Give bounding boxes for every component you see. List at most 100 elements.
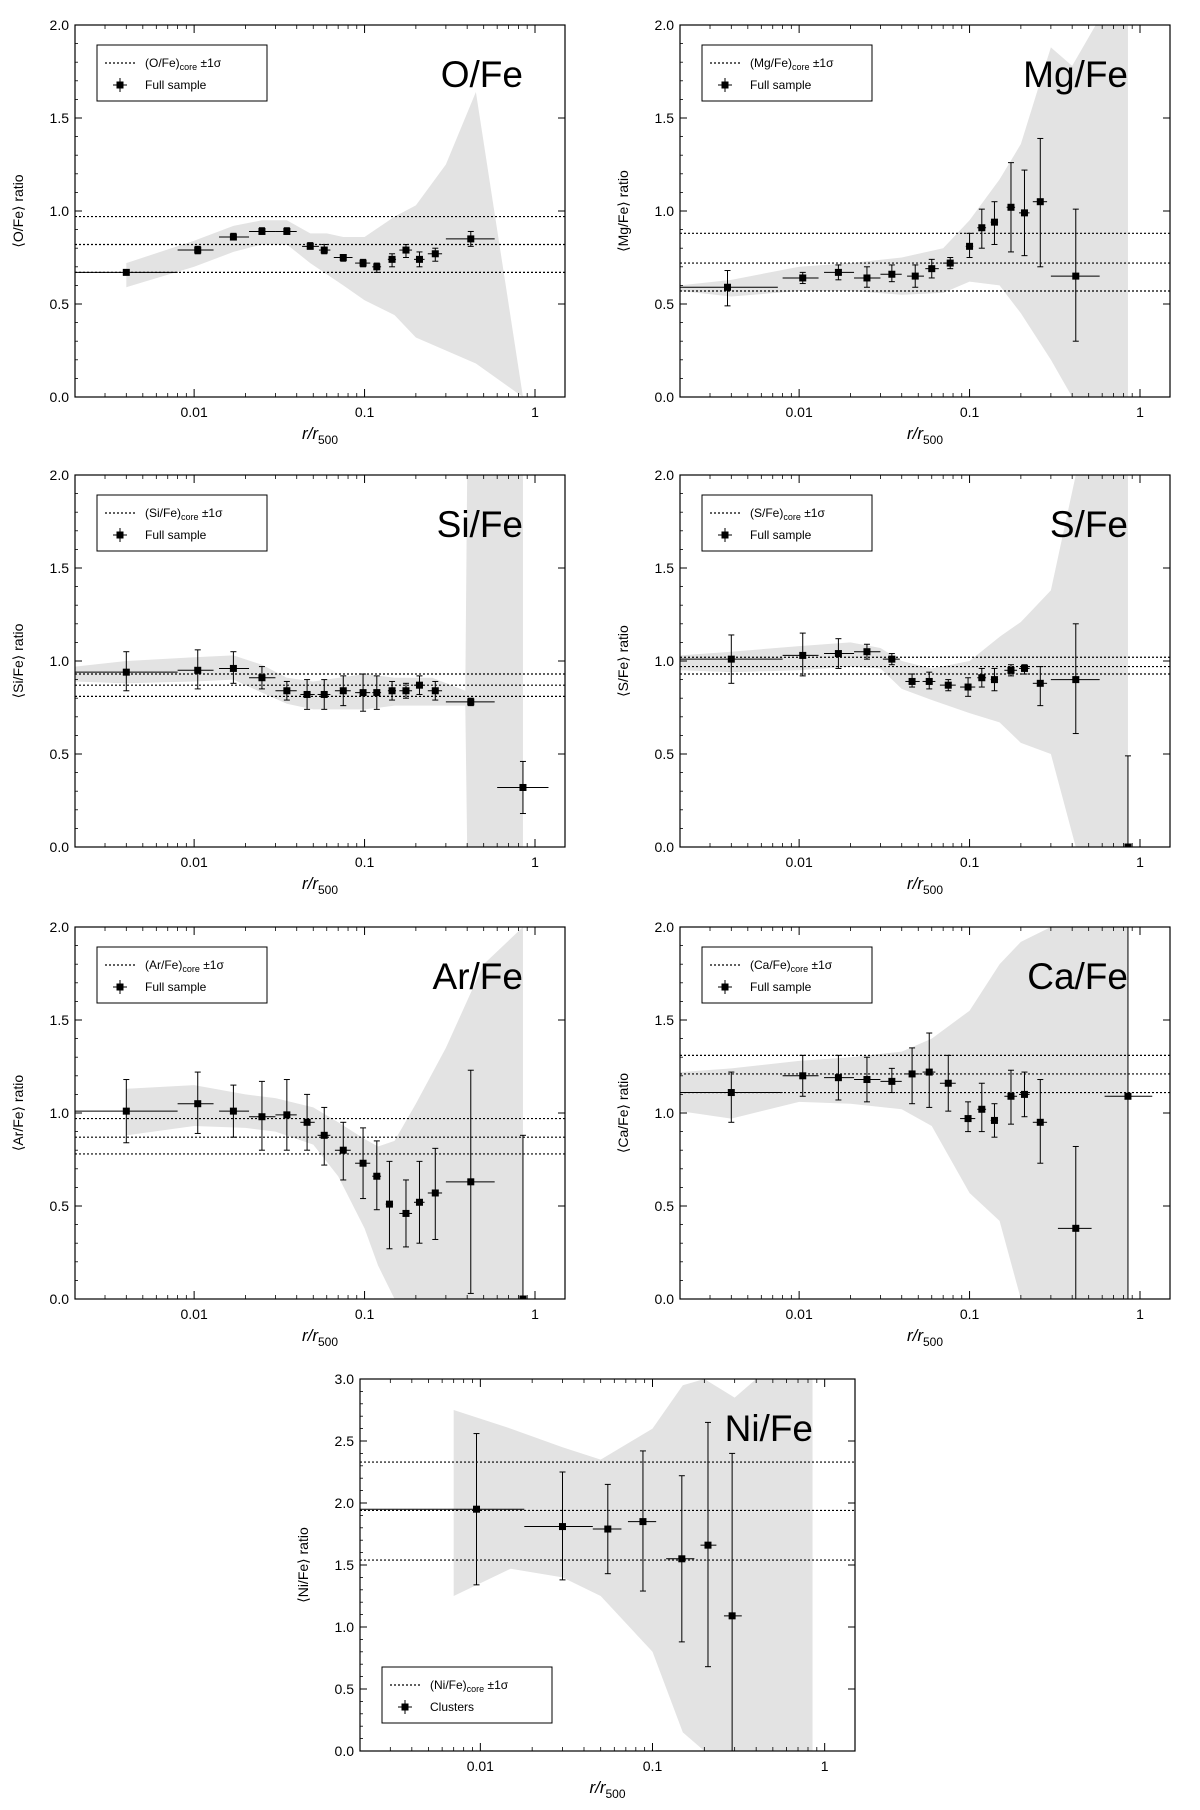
data-point xyxy=(318,243,331,255)
x-tick-label: 0.01 xyxy=(181,404,208,420)
scatter-band xyxy=(126,927,523,1299)
data-point xyxy=(427,680,443,701)
point-marker xyxy=(229,1107,237,1115)
point-marker xyxy=(519,1295,527,1299)
y-axis-label: ⟨Ca/Fe⟩ ratio xyxy=(615,1073,631,1153)
x-tick-label: 0.1 xyxy=(643,1758,663,1774)
point-marker xyxy=(558,1523,566,1531)
point-marker xyxy=(467,235,475,243)
point-marker xyxy=(990,1116,998,1124)
point-marker xyxy=(604,1525,612,1533)
data-point xyxy=(360,1433,525,1586)
data-point xyxy=(905,1047,920,1105)
data-point xyxy=(219,1084,250,1138)
data-point xyxy=(334,675,351,707)
y-tick-label: 0.5 xyxy=(655,1198,675,1214)
data-point xyxy=(1018,1071,1030,1118)
y-tick-label: 2.5 xyxy=(335,1433,355,1449)
point-marker xyxy=(978,1105,986,1113)
point-marker xyxy=(990,218,998,226)
data-point xyxy=(666,1475,695,1643)
data-point xyxy=(387,253,397,268)
data-point xyxy=(1104,927,1153,1299)
point-marker xyxy=(799,1072,807,1080)
y-tick-label: 0.0 xyxy=(50,839,70,855)
y-tick-label: 1.5 xyxy=(50,1012,70,1028)
plot-area xyxy=(360,1379,855,1751)
data-point xyxy=(1032,1079,1048,1164)
legend: (Si/Fe)core ±1σ Full sample xyxy=(96,494,268,552)
x-axis-label: r/r500 xyxy=(302,874,338,897)
scatter-band xyxy=(453,1379,813,1751)
x-tick-label: 0.01 xyxy=(467,1758,494,1774)
data-point xyxy=(317,1106,331,1166)
data-point xyxy=(445,697,495,707)
y-tick-label: 2.0 xyxy=(50,17,70,33)
y-tick-label: 1.0 xyxy=(50,203,70,219)
legend-box xyxy=(96,946,268,1004)
data-point xyxy=(854,266,881,288)
data-point xyxy=(75,268,178,276)
y-tick-label: 1.5 xyxy=(655,560,675,576)
legend-core-label: (Si/Fe)core ±1σ xyxy=(145,506,223,522)
point-marker xyxy=(1072,676,1080,684)
x-tick-label: 1 xyxy=(531,404,539,420)
plot-area xyxy=(75,91,565,397)
legend-box xyxy=(701,946,873,1004)
data-point xyxy=(75,651,178,692)
point-marker xyxy=(834,1074,842,1082)
legend: (Ar/Fe)core ±1σ Full sample xyxy=(96,946,268,1004)
point-marker xyxy=(799,274,807,282)
point-marker xyxy=(990,676,998,684)
point-marker xyxy=(306,242,314,250)
point-marker xyxy=(944,681,952,689)
data-point xyxy=(372,675,382,710)
point-marker xyxy=(1020,664,1028,672)
legend-box xyxy=(96,494,268,552)
point-marker xyxy=(1007,203,1015,211)
chart-panel-ni-fe: 0.0 0.5 1.0 1.5 2.0 2.5 3.0 0.01 0.1 1 r/r500 ⟨Ni/F… xyxy=(295,1371,856,1801)
legend: (Ni/Fe)core ±1σ Clusters xyxy=(381,1666,553,1724)
y-tick-label: 0.5 xyxy=(655,746,675,762)
data-point xyxy=(445,230,495,247)
point-marker xyxy=(122,1107,130,1115)
data-point xyxy=(249,666,276,690)
data-point xyxy=(680,270,778,307)
data-point xyxy=(977,208,987,249)
y-tick-label: 1.0 xyxy=(655,653,675,669)
data-point xyxy=(824,264,855,281)
plot-area xyxy=(75,475,565,847)
point-marker xyxy=(303,690,311,698)
data-point xyxy=(990,667,999,692)
y-tick-label: 1.0 xyxy=(655,203,675,219)
data-point xyxy=(1057,1145,1092,1299)
point-marker xyxy=(359,259,367,267)
data-point xyxy=(1050,208,1100,342)
y-tick-label: 0.5 xyxy=(655,296,675,312)
chart-panel-ar-fe: 0.0 0.5 1.0 1.5 2.0 0.01 0.1 1 r/r500 ⟨Ar/Fe⟩ rat… xyxy=(10,919,566,1349)
legend: (S/Fe)core ±1σ Full sample xyxy=(701,494,873,552)
data-point xyxy=(302,242,319,250)
legend-marker xyxy=(116,531,124,539)
point-marker xyxy=(258,227,266,235)
data-point xyxy=(177,245,214,255)
x-axis-label: r/r500 xyxy=(907,874,943,897)
y-axis-label: ⟨Ni/Fe⟩ ratio xyxy=(295,1527,311,1603)
y-tick-label: 1.5 xyxy=(655,110,675,126)
data-point xyxy=(275,227,297,235)
point-marker xyxy=(925,677,933,685)
data-point xyxy=(399,243,413,258)
data-point xyxy=(1018,664,1030,675)
point-marker xyxy=(964,683,972,691)
data-point xyxy=(372,1140,382,1211)
data-point xyxy=(372,262,382,273)
data-point xyxy=(519,1134,527,1299)
point-marker xyxy=(194,666,202,674)
data-point xyxy=(177,1071,214,1134)
point-marker xyxy=(258,674,266,682)
point-marker xyxy=(388,687,396,695)
point-marker xyxy=(339,1146,347,1154)
data-point xyxy=(1018,169,1030,257)
data-point xyxy=(427,1147,443,1240)
y-tick-label: 0.5 xyxy=(50,1198,70,1214)
